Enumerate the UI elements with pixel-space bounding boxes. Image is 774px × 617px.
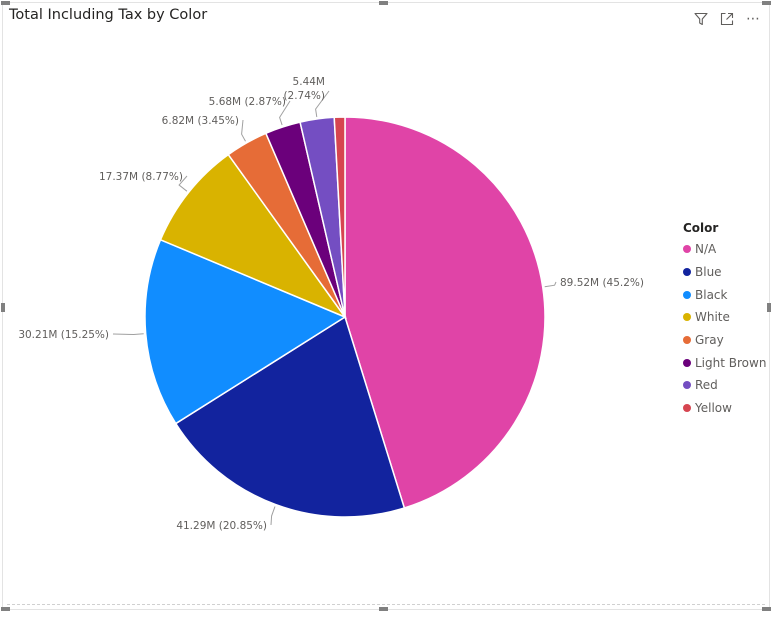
pie-chart: 89.52M (45.2%) 41.29M (20.85%) 30.21M (15.… — [18, 76, 644, 532]
legend-item[interactable]: Blue — [683, 261, 766, 284]
data-label: 41.29M (20.85%) — [176, 520, 267, 532]
legend-label: Red — [695, 378, 718, 393]
leader-line — [315, 90, 330, 118]
pie-slice-black[interactable] — [144, 238, 347, 425]
legend-label: Yellow — [695, 401, 732, 416]
legend-swatch — [683, 245, 691, 254]
legend-swatch — [683, 358, 691, 367]
data-label: 17.37M (8.77%) — [99, 171, 183, 183]
legend-label: Black — [695, 287, 728, 302]
legend-swatch — [683, 290, 691, 299]
resize-handle-top[interactable] — [379, 1, 388, 5]
legend-item[interactable]: Gray — [683, 329, 766, 352]
leader-line — [112, 333, 144, 336]
visual-title: Total Including Tax by Color — [9, 7, 208, 23]
legend-item[interactable]: Light Brown — [683, 351, 766, 374]
pie-slice-blue[interactable] — [174, 315, 406, 518]
data-label: 30.21M (15.25%) — [18, 329, 109, 341]
legend-item[interactable]: White — [683, 306, 766, 329]
leader-line — [178, 175, 188, 192]
legend-title: Color — [683, 221, 719, 235]
resize-handle-bottom-left[interactable] — [1, 607, 10, 611]
visual-bottom-border — [7, 604, 765, 605]
more-options-icon[interactable]: ⋯ — [746, 11, 760, 27]
legend-item[interactable]: Red — [683, 374, 766, 397]
legend-swatch — [683, 381, 691, 390]
pie-slice-yellow[interactable] — [333, 116, 346, 318]
leader-line — [279, 100, 291, 126]
legend-item[interactable]: Black — [683, 283, 766, 306]
legend-label: White — [695, 310, 730, 325]
legend-swatch — [683, 336, 691, 345]
pie-slice-n-a[interactable] — [344, 116, 546, 509]
legend: Color N/A Blue Black White Gray Light Brown Re… — [683, 221, 766, 420]
legend-swatch — [683, 404, 691, 413]
legend-item[interactable]: Yellow — [683, 397, 766, 420]
resize-handle-bottom-right[interactable] — [762, 607, 771, 611]
resize-handle-top-right[interactable] — [762, 1, 771, 5]
visual-header-toolbar: ⋯ — [693, 11, 761, 27]
resize-handle-bottom[interactable] — [379, 607, 388, 611]
data-label: (2.74%) — [283, 90, 325, 102]
legend-label: Gray — [695, 333, 724, 348]
legend-label: N/A — [695, 242, 717, 257]
resize-handle-left[interactable] — [1, 303, 5, 312]
data-label: 89.52M (45.2%) — [560, 277, 644, 289]
data-label: 5.44M — [293, 76, 325, 88]
legend-label: Blue — [695, 265, 722, 280]
filter-icon[interactable] — [693, 11, 709, 27]
data-label: 6.82M (3.45%) — [162, 115, 239, 127]
legend-swatch — [683, 313, 691, 322]
legend-swatch — [683, 268, 691, 277]
pie-slice-white[interactable] — [159, 153, 348, 319]
focus-mode-icon[interactable] — [719, 11, 735, 27]
legend-item[interactable]: N/A — [683, 238, 766, 261]
data-label: 5.68M (2.87%) — [209, 96, 286, 108]
leader-line — [241, 119, 246, 142]
leader-line — [544, 281, 557, 288]
resize-handle-right[interactable] — [767, 303, 771, 312]
resize-handle-top-left[interactable] — [1, 1, 10, 5]
leader-line — [270, 506, 276, 526]
legend-label: Light Brown — [695, 355, 767, 370]
